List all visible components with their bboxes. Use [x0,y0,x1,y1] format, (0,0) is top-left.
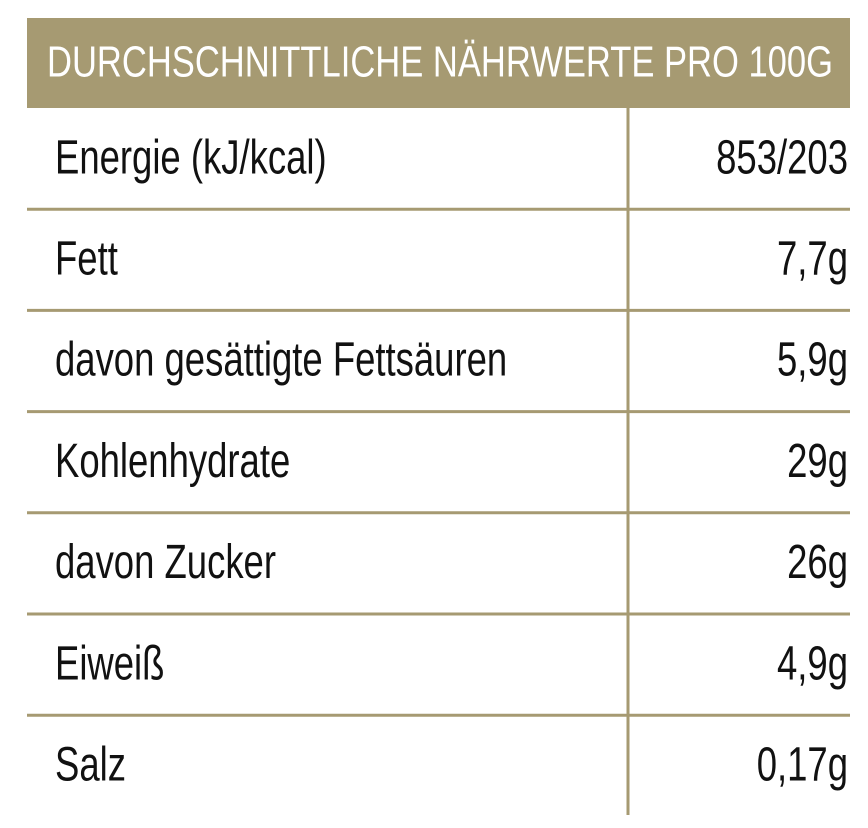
row-value: 5,9g [777,333,848,387]
row-value: 853/203 [716,130,848,184]
row-label: davon Zucker [55,535,276,589]
row-value: 26g [787,535,848,589]
row-value: 29g [787,434,848,488]
row-label: Salz [55,738,126,792]
row-value: 4,9g [777,636,848,690]
row-label: davon gesättigte Fettsäuren [55,333,507,387]
row-label: Eiweiß [55,636,164,690]
row-label: Kohlenhydrate [55,434,290,488]
header-bar [27,18,850,108]
row-label: Fett [55,232,118,286]
header-title: DURCHSCHNITTLICHE NÄHRWERTE PRO 100G [47,38,833,87]
row-value: 0,17g [757,738,848,792]
row-value: 7,7g [777,232,848,286]
row-label: Energie (kJ/kcal) [55,130,327,184]
